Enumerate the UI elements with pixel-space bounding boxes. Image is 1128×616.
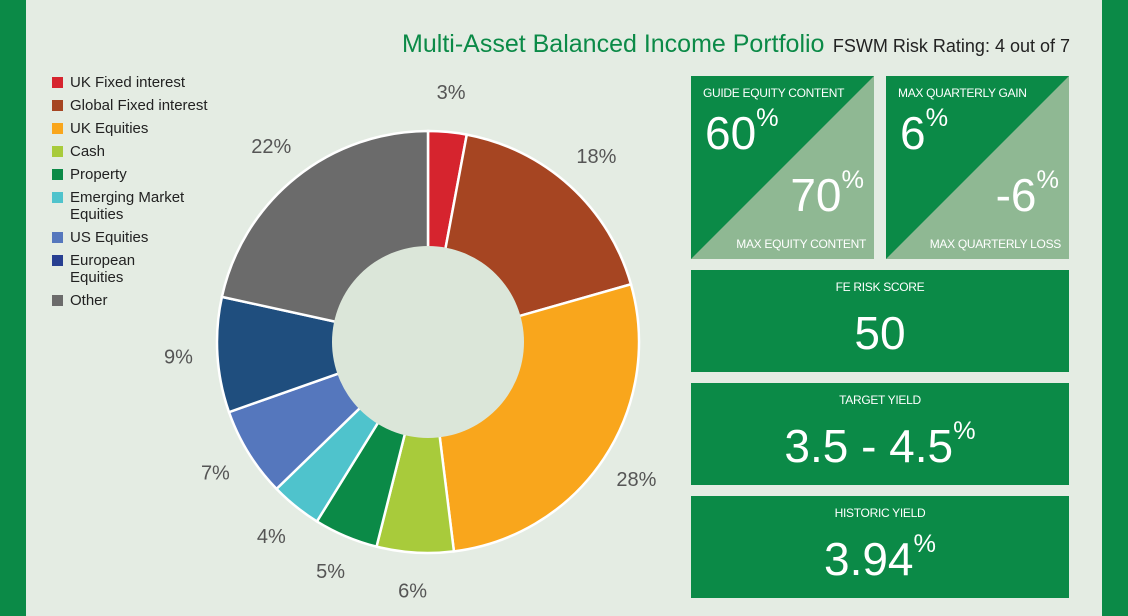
guide-equity-value: 60%: [705, 104, 779, 160]
historic-yield-tile: HISTORIC YIELD 3.94%: [691, 496, 1069, 598]
left-green-bar: [0, 0, 26, 616]
target-yield-tile: TARGET YIELD 3.5 - 4.5%: [691, 383, 1069, 485]
max-equity-label: MAX EQUITY CONTENT: [736, 237, 866, 251]
legend-item: European Equities: [52, 252, 242, 286]
percent-sign: %: [841, 166, 865, 194]
legend-item: US Equities: [52, 229, 242, 246]
data-label: 28%: [616, 469, 656, 491]
max-loss-value: -6%: [995, 166, 1060, 222]
target-yield-value: 3.5 - 4.5%: [691, 417, 1069, 473]
max-equity-number: 70: [790, 169, 842, 221]
legend-swatch: [52, 100, 63, 111]
legend-label: UK Equities: [70, 120, 149, 137]
legend-swatch: [52, 77, 63, 88]
data-label: 22%: [251, 136, 291, 158]
donut-chart: 3% 18% 28% 6% 5% 4% 7% 9% 22%: [164, 82, 657, 603]
max-equity-value: 70%: [790, 166, 865, 222]
donut-hole: [332, 246, 524, 438]
legend-item: Emerging Market Equities: [52, 189, 242, 223]
quarterly-tile: MAX QUARTERLY GAIN 6% -6% MAX QUARTERLY …: [886, 76, 1069, 259]
percent-sign: %: [1036, 166, 1060, 194]
fe-risk-score-tile: FE RISK SCORE 50: [691, 270, 1069, 372]
legend-label: UK Fixed interest: [70, 74, 186, 91]
max-gain-value: 6%: [900, 104, 949, 160]
legend-label: Emerging Market Equities: [70, 189, 185, 223]
legend-swatch: [52, 255, 63, 266]
chart-legend: UK Fixed interest Global Fixed interest UK…: [52, 74, 242, 315]
data-label: 7%: [201, 463, 230, 485]
fe-risk-value: 50: [854, 307, 906, 359]
legend-item: Global Fixed interest: [52, 97, 242, 114]
guide-equity-number: 60: [705, 107, 757, 159]
historic-yield-value: 3.94%: [691, 530, 1069, 586]
percent-sign: %: [925, 104, 949, 132]
legend-label: European Equities: [70, 252, 136, 286]
legend-item: UK Equities: [52, 120, 242, 137]
percent-sign: %: [913, 530, 937, 558]
data-label: 3%: [437, 82, 466, 104]
max-gain-number: 6: [900, 107, 926, 159]
right-green-bar: [1102, 0, 1128, 616]
target-yield-label: TARGET YIELD: [839, 393, 921, 407]
risk-rating: FSWM Risk Rating: 4 out of 7: [832, 36, 1070, 56]
legend-swatch: [52, 295, 63, 306]
data-label: 18%: [576, 146, 616, 168]
legend-label: Other: [70, 292, 108, 309]
data-label: 9%: [164, 346, 193, 368]
data-label: 5%: [316, 561, 345, 583]
chart-title: Multi-Asset Balanced Income Portfolio: [402, 30, 825, 58]
max-loss-label: MAX QUARTERLY LOSS: [929, 237, 1062, 251]
percent-sign: %: [953, 417, 976, 445]
legend-swatch: [52, 123, 63, 134]
legend-item: Property: [52, 166, 242, 183]
donut-slice: [215, 295, 433, 414]
data-label: 6%: [398, 581, 427, 603]
equity-content-tile: GUIDE EQUITY CONTENT 60% 70% MAX EQUITY …: [691, 76, 874, 259]
legend-label: Property: [70, 166, 127, 183]
data-label: 4%: [257, 526, 286, 548]
legend-item: Other: [52, 292, 242, 309]
chart-header: Multi-Asset Balanced Income Portfolio FS…: [402, 30, 1070, 59]
legend-swatch: [52, 232, 63, 243]
legend-label: Cash: [70, 143, 106, 160]
max-gain-label: MAX QUARTERLY GAIN: [898, 86, 1027, 100]
percent-sign: %: [756, 104, 779, 132]
historic-yield-label: HISTORIC YIELD: [834, 506, 926, 520]
legend-swatch: [52, 169, 63, 180]
legend-label: US Equities: [70, 229, 149, 246]
target-yield-number: 3.5 - 4.5: [784, 420, 954, 472]
guide-equity-label: GUIDE EQUITY CONTENT: [703, 86, 845, 100]
max-loss-number: -6: [995, 169, 1037, 221]
legend-item: Cash: [52, 143, 242, 160]
legend-label: Global Fixed interest: [70, 97, 208, 114]
legend-swatch: [52, 192, 63, 203]
fe-risk-label: FE RISK SCORE: [835, 280, 925, 294]
legend-swatch: [52, 146, 63, 157]
legend-item: UK Fixed interest: [52, 74, 242, 91]
historic-yield-number: 3.94: [823, 533, 914, 585]
